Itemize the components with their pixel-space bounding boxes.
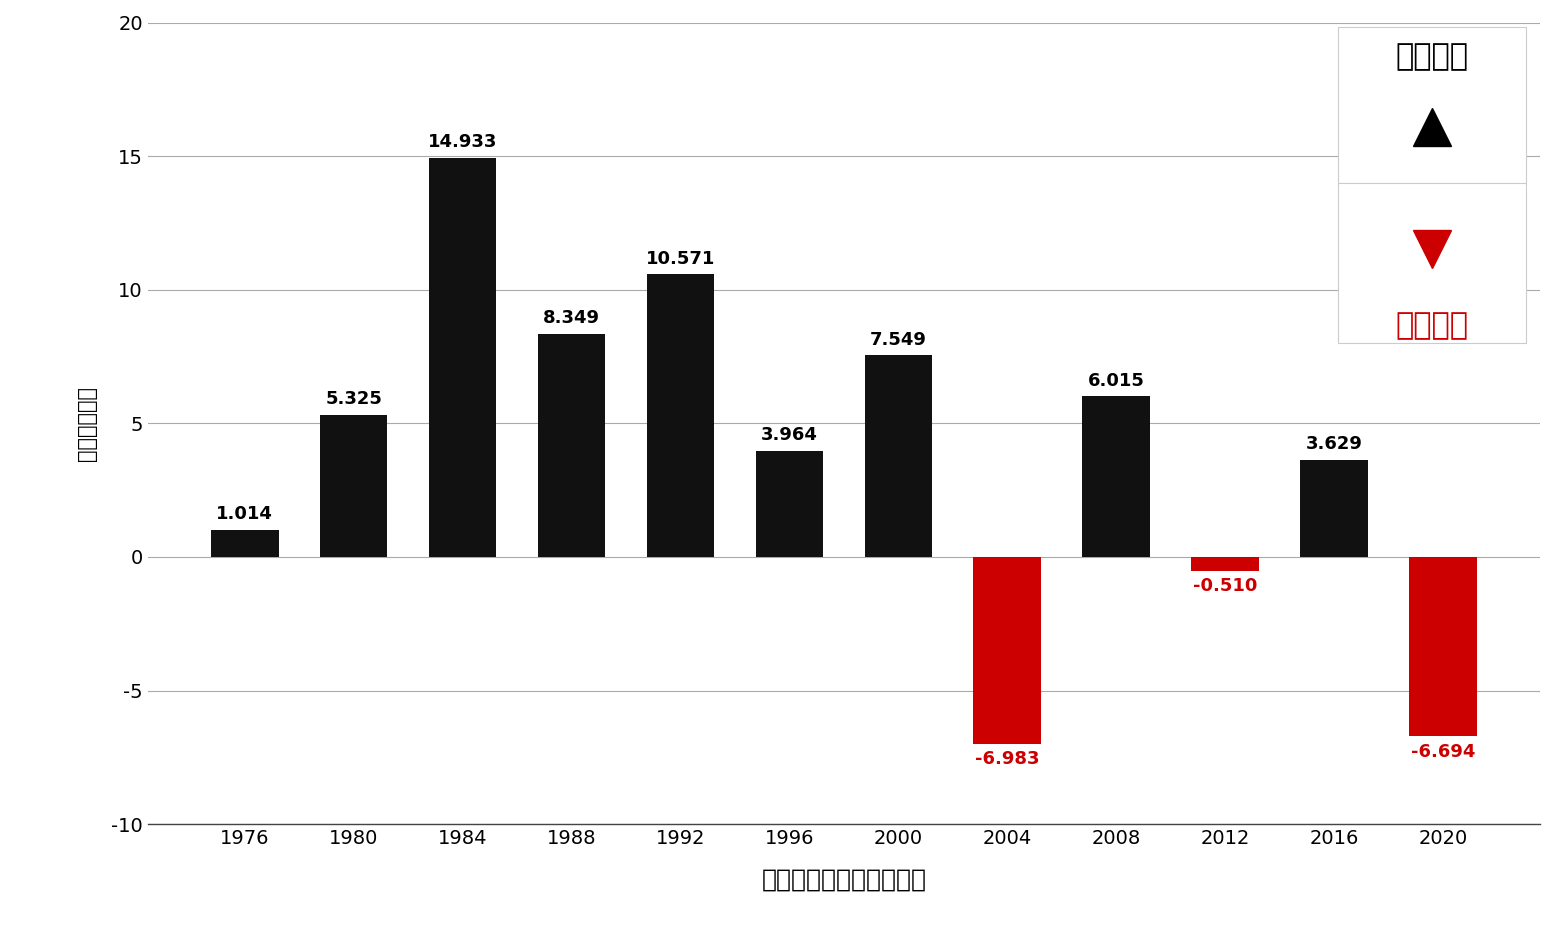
Text: -0.510: -0.510 bbox=[1193, 577, 1258, 596]
Y-axis label: 変動率（％）: 変動率（％） bbox=[78, 386, 98, 461]
Bar bbox=[320, 414, 387, 557]
Text: 7.549: 7.549 bbox=[869, 330, 927, 349]
Bar bbox=[1339, 27, 1525, 183]
Bar bbox=[429, 158, 496, 557]
Bar bbox=[538, 334, 605, 557]
Text: 6.015: 6.015 bbox=[1088, 372, 1144, 389]
Bar bbox=[1339, 183, 1525, 343]
Bar bbox=[865, 355, 931, 557]
Text: 3.964: 3.964 bbox=[760, 426, 818, 444]
Bar bbox=[1300, 460, 1368, 557]
Bar bbox=[1191, 557, 1260, 571]
X-axis label: アメリカ大統領選挙の年: アメリカ大統領選挙の年 bbox=[762, 868, 927, 892]
Text: 10.571: 10.571 bbox=[645, 250, 715, 268]
Bar bbox=[211, 530, 278, 557]
Bar bbox=[973, 557, 1040, 744]
Bar bbox=[1409, 557, 1477, 736]
Bar bbox=[1082, 396, 1151, 557]
Bar bbox=[756, 451, 823, 557]
Text: 8.349: 8.349 bbox=[543, 309, 600, 327]
Bar bbox=[647, 275, 714, 557]
Text: 1.014: 1.014 bbox=[216, 505, 274, 524]
Text: 3.629: 3.629 bbox=[1306, 436, 1362, 453]
Text: -6.983: -6.983 bbox=[975, 750, 1039, 769]
Text: 14.933: 14.933 bbox=[428, 133, 498, 151]
Text: 米ドル高: 米ドル高 bbox=[1395, 43, 1468, 71]
Text: 5.325: 5.325 bbox=[325, 390, 383, 408]
Text: 米ドル安: 米ドル安 bbox=[1395, 311, 1468, 340]
Text: -6.694: -6.694 bbox=[1410, 743, 1476, 760]
